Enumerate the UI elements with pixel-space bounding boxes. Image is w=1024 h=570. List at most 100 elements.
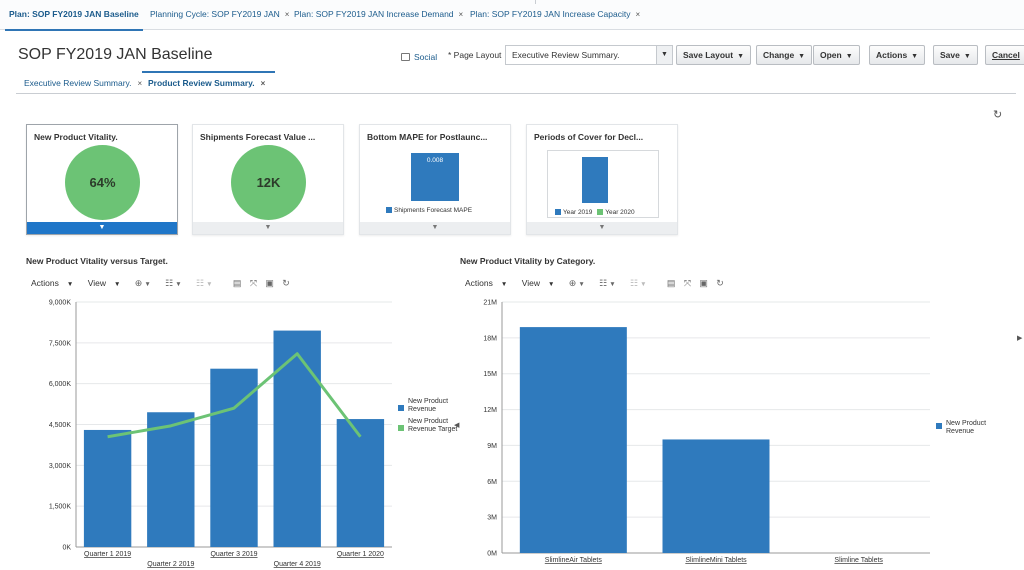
tab-plan-baseline[interactable]: Plan: SOP FY2019 JAN Baseline <box>5 9 143 31</box>
refresh-icon[interactable]: ↻ <box>716 278 724 288</box>
tab-separator <box>535 0 536 4</box>
actions-button[interactable]: Actions ▼ <box>869 45 926 65</box>
tile-shipments-forecast-value[interactable]: Shipments Forecast Value ... 12K ▼ <box>192 124 344 235</box>
social-label: Social <box>414 52 438 62</box>
x-tick-label: Quarter 2 2019 <box>147 561 194 568</box>
legend: Year 2019 Year 2020 <box>555 209 635 216</box>
y-tick-label: 9,000K <box>49 300 72 307</box>
chevron-down-icon: ▼ <box>737 53 745 60</box>
splitter-handle[interactable]: ▶ <box>1017 335 1023 342</box>
close-icon[interactable]: × <box>137 79 143 88</box>
view-menu[interactable]: View ▼ <box>88 278 127 288</box>
close-icon[interactable]: × <box>284 10 290 19</box>
button-label: Actions <box>876 50 908 60</box>
data-label: 0.008 <box>426 157 444 164</box>
format-icon[interactable]: ⊕ ▼ <box>568 278 585 288</box>
chart-new-product-vitality-vs-target: 0K 1,500K 3,000K 4,500K 6,000K 7,500K 9,000K Qu… <box>49 300 392 568</box>
y-tick-label: 6M <box>487 479 497 486</box>
tile-bottom-mape[interactable]: Bottom MAPE for Postlaunc... 0.008 Shipm… <box>359 124 511 235</box>
sub-tab-bar: Executive Review Summary. × Product Revie… <box>16 71 1016 94</box>
x-tick-label: Quarter 1 2020 <box>337 551 384 558</box>
chart-bar <box>582 157 608 203</box>
close-icon[interactable]: × <box>635 10 641 19</box>
format-icon[interactable]: ⊕ ▼ <box>134 278 151 288</box>
rows-icon[interactable]: ☷ ▼ <box>196 278 213 288</box>
splitter-handle[interactable]: ◀ <box>454 422 460 429</box>
chevron-down-icon[interactable]: ▼ <box>360 222 510 234</box>
legend-label: Year 2020 <box>605 209 635 216</box>
refresh-icon[interactable]: ↻ <box>993 109 1003 121</box>
tab-label: Plan: SOP FY2019 JAN Baseline <box>9 9 139 19</box>
page-layout-label: * Page Layout <box>448 50 502 60</box>
rows-icon[interactable]: ☷ ▼ <box>630 278 647 288</box>
kpi-value: 64% <box>65 145 140 220</box>
page-title: SOP FY2019 JAN Baseline <box>18 46 213 63</box>
save-layout-button[interactable]: Save Layout ▼ <box>676 45 752 65</box>
actions-menu[interactable]: Actions ▼ <box>465 278 513 288</box>
y-tick-label: 21M <box>483 300 497 307</box>
tab-label: Planning Cycle: SOP FY2019 JAN <box>150 9 280 19</box>
cancel-button[interactable]: Cancel <box>985 45 1024 65</box>
detach-icon[interactable]: ▣ <box>265 278 274 288</box>
y-tick-label: 0M <box>487 551 497 558</box>
change-button[interactable]: Change ▼ <box>756 45 813 65</box>
save-button[interactable]: Save ▼ <box>933 45 978 65</box>
tile-new-product-vitality[interactable]: New Product Vitality. 64% ▼ <box>26 124 178 235</box>
social-link[interactable]: Social <box>401 52 437 62</box>
x-tick-label: Quarter 3 2019 <box>210 551 257 558</box>
chevron-down-icon[interactable]: ▼ <box>656 46 672 64</box>
chevron-down-icon: ▼ <box>911 53 919 60</box>
chart-bar <box>210 368 258 547</box>
social-icon <box>401 53 410 61</box>
print-icon[interactable]: ▤ <box>666 278 676 288</box>
kpi-value: 12K <box>231 145 306 220</box>
chevron-down-icon: ▼ <box>547 281 555 288</box>
legend-item: New Product Revenue <box>398 398 458 413</box>
refresh-icon[interactable]: ↻ <box>282 278 290 288</box>
tab-executive-review-summary[interactable]: Executive Review Summary. × <box>24 78 142 88</box>
y-tick-label: 15M <box>483 371 497 378</box>
tile-periods-of-cover[interactable]: Periods of Cover for Decl... Year 2019 Y… <box>526 124 678 235</box>
legend-label: New Product Revenue <box>946 420 987 435</box>
print-icon[interactable]: ▤ <box>232 278 242 288</box>
legend-swatch <box>398 425 404 431</box>
columns-icon[interactable]: ☷ ▼ <box>165 278 182 288</box>
close-icon[interactable]: × <box>260 79 266 88</box>
chevron-down-icon[interactable]: ▼ <box>27 222 177 234</box>
chart-toolbar: Actions ▼ View ▼ ⊕ ▼ ☷ ▼ ☷ ▼ ▤ ⤧ ▣ ↻ <box>465 278 730 292</box>
x-tick-label: Quarter 4 2019 <box>274 561 321 568</box>
button-label: Open <box>820 50 842 60</box>
x-tick-label: Slimline Tablets <box>834 557 883 564</box>
tab-product-review-summary[interactable]: Product Review Summary. × <box>141 71 276 88</box>
y-tick-label: 4,500K <box>49 422 72 429</box>
y-tick-label: 0K <box>62 545 71 552</box>
close-icon[interactable]: × <box>458 10 464 19</box>
chevron-down-icon[interactable]: ▼ <box>527 222 677 234</box>
chart-bar <box>83 429 132 547</box>
tile-title: Bottom MAPE for Postlaunc... <box>367 132 488 142</box>
chart-bar <box>147 412 195 547</box>
detach-icon[interactable]: ▣ <box>699 278 708 288</box>
tile-title: Periods of Cover for Decl... <box>534 132 644 142</box>
tab-increase-demand[interactable]: Plan: SOP FY2019 JAN Increase Demand × <box>294 9 463 27</box>
freeze-icon[interactable]: ⤧ <box>683 278 692 288</box>
chart-legend: New Product Revenue New Product Revenue … <box>398 398 458 438</box>
legend-label: New Product Revenue <box>408 398 449 413</box>
legend-swatch <box>386 207 392 213</box>
top-tab-bar: Plan: SOP FY2019 JAN Baseline Planning C… <box>0 0 1024 31</box>
open-button[interactable]: Open ▼ <box>813 45 860 65</box>
chevron-down-icon[interactable]: ▼ <box>193 222 343 234</box>
tab-planning-cycle[interactable]: Planning Cycle: SOP FY2019 JAN × <box>150 9 289 27</box>
tab-increase-capacity[interactable]: Plan: SOP FY2019 JAN Increase Capacity × <box>470 9 640 27</box>
actions-menu[interactable]: Actions ▼ <box>31 278 79 288</box>
view-menu[interactable]: View ▼ <box>522 278 561 288</box>
tab-label: Plan: SOP FY2019 JAN Increase Demand <box>294 9 454 19</box>
y-tick-label: 6,000K <box>49 381 72 388</box>
page-layout-select[interactable]: Executive Review Summary. ▼ <box>505 45 673 65</box>
columns-icon[interactable]: ☷ ▼ <box>599 278 616 288</box>
tile-title: New Product Vitality. <box>34 132 118 142</box>
x-tick-label: SlimlineAir Tablets <box>545 557 603 564</box>
freeze-icon[interactable]: ⤧ <box>249 278 258 288</box>
series-line-target <box>107 352 362 439</box>
chart-bar <box>336 419 385 547</box>
